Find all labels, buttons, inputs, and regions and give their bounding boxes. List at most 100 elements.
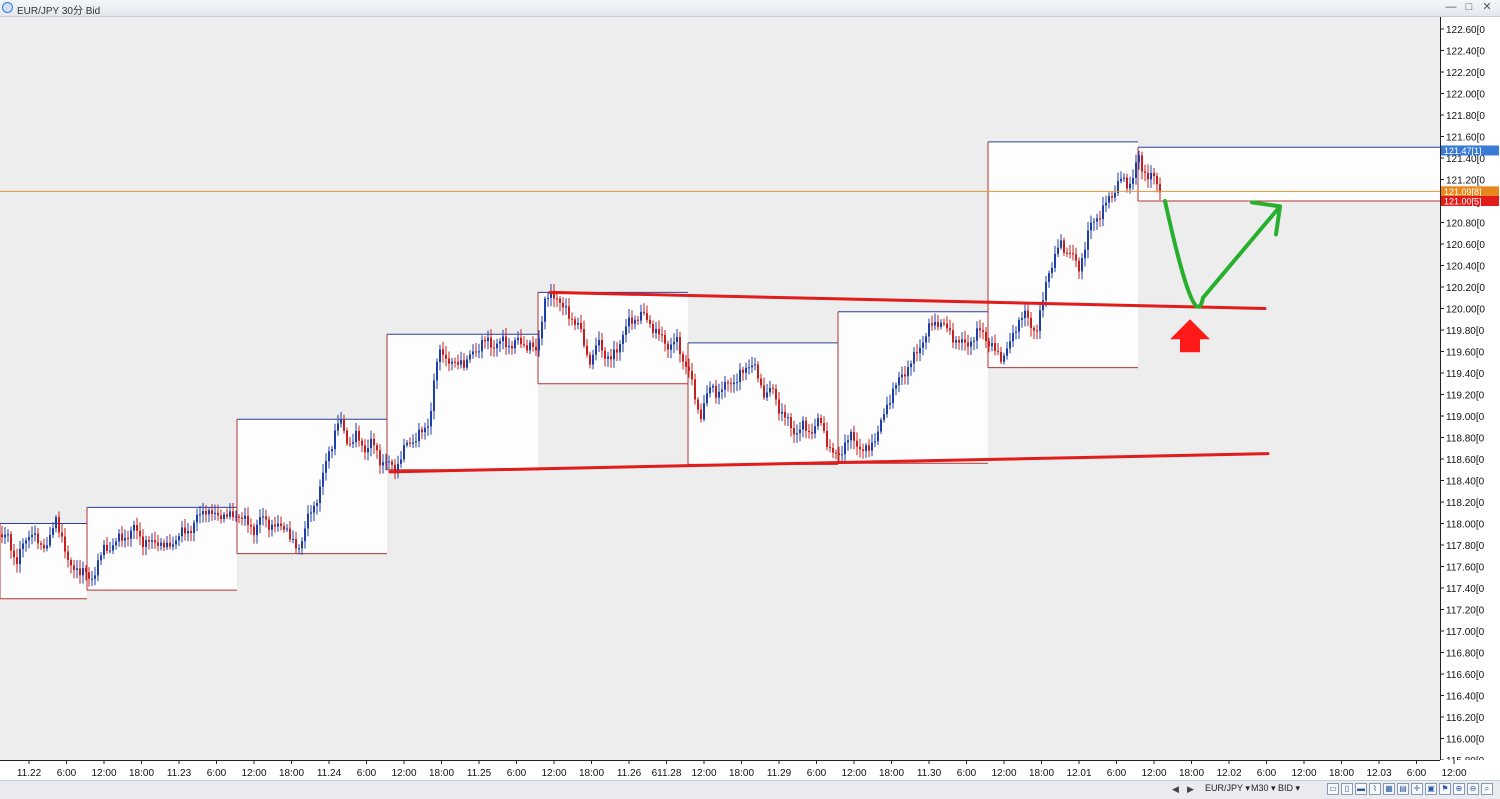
candle-body-222: [667, 343, 669, 350]
candle-body-128: [385, 462, 387, 464]
candle-body-325: [976, 328, 978, 341]
x-axis-panel: [0, 760, 1500, 780]
chart-tool-button-10[interactable]: ⊖: [1467, 783, 1479, 795]
candle-body-223: [670, 344, 672, 350]
projection-path-arrow: [1163, 199, 1282, 309]
candle-body-123: [370, 438, 372, 448]
candle-body-213: [640, 311, 642, 321]
scroll-right-icon[interactable]: ▶: [1187, 784, 1194, 794]
candle-body-186: [559, 298, 561, 303]
candle-body-156: [469, 354, 471, 360]
candle-body-250: [751, 365, 753, 368]
candle-body-357: [1072, 253, 1074, 255]
chart-tool-button-3[interactable]: ⌇: [1369, 783, 1381, 795]
candle-body-249: [748, 367, 750, 369]
candle-body-117: [352, 442, 354, 444]
y-tick-label-23: 118.00[0: [1446, 520, 1485, 531]
candle-body-148: [445, 354, 447, 359]
candle-body-168: [505, 336, 507, 348]
price-chart[interactable]: 122.60[0 122.40[0 122.20[0 122.00[0 121.80[0…: [0, 17, 1500, 780]
candle-body-3: [10, 534, 12, 551]
candle-body-70: [211, 510, 213, 514]
candle-body-312: [937, 321, 939, 327]
candle-body-240: [721, 389, 723, 392]
candle-body-314: [943, 322, 945, 324]
candle-body-101: [304, 528, 306, 542]
y-tick-label-21: 118.40[0: [1446, 477, 1485, 488]
candle-body-95: [286, 528, 288, 530]
y-tick-label-33: 116.00[0: [1446, 735, 1485, 746]
candle-body-181: [544, 298, 546, 322]
candle-body-339: [1018, 319, 1020, 332]
candle-body-301: [904, 374, 906, 377]
candle-body-313: [940, 322, 942, 327]
y-tick-label-24: 117.80[0: [1446, 541, 1485, 552]
candle-body-309: [928, 323, 930, 337]
range-box-6: [838, 311, 988, 464]
candle-body-328: [985, 331, 987, 342]
y-tick-label-9: 120.80[0: [1446, 219, 1485, 230]
symbol-dropdown[interactable]: EUR/JPY ▾: [1205, 783, 1250, 793]
y-tick-label-25: 117.60[0: [1446, 563, 1485, 574]
x-tick-label-18: 12:00: [691, 768, 716, 779]
candle-body-120: [361, 440, 363, 446]
candle-body-15: [46, 545, 48, 549]
candle-body-35: [106, 544, 108, 551]
chart-tool-button-2[interactable]: ▬: [1355, 783, 1367, 795]
candle-body-316: [949, 328, 951, 331]
candle-body-361: [1084, 249, 1086, 259]
chart-tool-button-7[interactable]: ▣: [1425, 783, 1437, 795]
window-titlebar: EUR/JPY 30分 Bid — □ ✕: [0, 0, 1500, 17]
x-tick-label-0: 11.22: [17, 768, 42, 779]
y-tick-label-32: 116.20[0: [1446, 713, 1485, 724]
candle-body-241: [724, 382, 726, 390]
candle-body-271: [814, 426, 816, 434]
x-tick-label-10: 12:00: [391, 768, 416, 779]
chart-tool-button-0[interactable]: ▭: [1327, 783, 1339, 795]
maximize-icon[interactable]: □: [1465, 1, 1473, 13]
chart-tool-button-11[interactable]: ⌕: [1481, 783, 1493, 795]
candle-body-107: [322, 472, 324, 487]
close-icon[interactable]: ✕: [1482, 1, 1492, 13]
candle-body-76: [229, 511, 231, 517]
candle-body-211: [634, 319, 636, 324]
x-tick-label-24: 11.30: [917, 768, 942, 779]
candle-body-175: [526, 345, 528, 351]
candle-body-226: [679, 337, 681, 355]
chart-tool-button-1[interactable]: ▯: [1341, 783, 1353, 795]
candle-body-80: [241, 517, 243, 519]
chart-tool-button-8[interactable]: ⚑: [1439, 783, 1451, 795]
candle-body-56: [169, 542, 171, 547]
price-type-dropdown[interactable]: BID ▾: [1278, 783, 1301, 793]
candle-body-88: [265, 516, 267, 520]
candle-body-16: [49, 534, 51, 546]
minimize-icon[interactable]: —: [1445, 1, 1457, 13]
price-label-box-ask: [1441, 145, 1499, 156]
candle-body-292: [877, 431, 879, 442]
candle-body-232: [697, 399, 699, 410]
y-tick-label-1: 122.40[0: [1446, 47, 1485, 58]
candle-body-283: [850, 431, 852, 441]
candle-body-115: [346, 430, 348, 444]
candle-body-324: [973, 340, 975, 342]
chart-tool-button-5[interactable]: ▤: [1397, 783, 1409, 795]
candle-body-288: [865, 445, 867, 452]
candle-body-46: [139, 530, 141, 537]
chart-tool-button-9[interactable]: ⊕: [1453, 783, 1465, 795]
scroll-left-icon[interactable]: ◀: [1172, 784, 1179, 794]
candle-body-167: [502, 336, 504, 342]
candle-body-199: [598, 339, 600, 346]
candle-body-284: [853, 431, 855, 441]
candle-body-189: [568, 306, 570, 319]
candle-body-27: [82, 567, 84, 576]
candle-body-242: [727, 382, 729, 384]
x-tick-label-3: 18:00: [129, 768, 154, 779]
candle-body-143: [430, 410, 432, 427]
chart-tool-button-6[interactable]: ✛: [1411, 783, 1423, 795]
chart-tool-button-4[interactable]: ▦: [1383, 783, 1395, 795]
y-tick-label-2: 122.20[0: [1446, 68, 1485, 79]
timeframe-dropdown[interactable]: M30 ▾: [1251, 783, 1276, 793]
candle-body-133: [400, 459, 402, 464]
candle-body-227: [682, 354, 684, 362]
candle-body-235: [706, 393, 708, 404]
